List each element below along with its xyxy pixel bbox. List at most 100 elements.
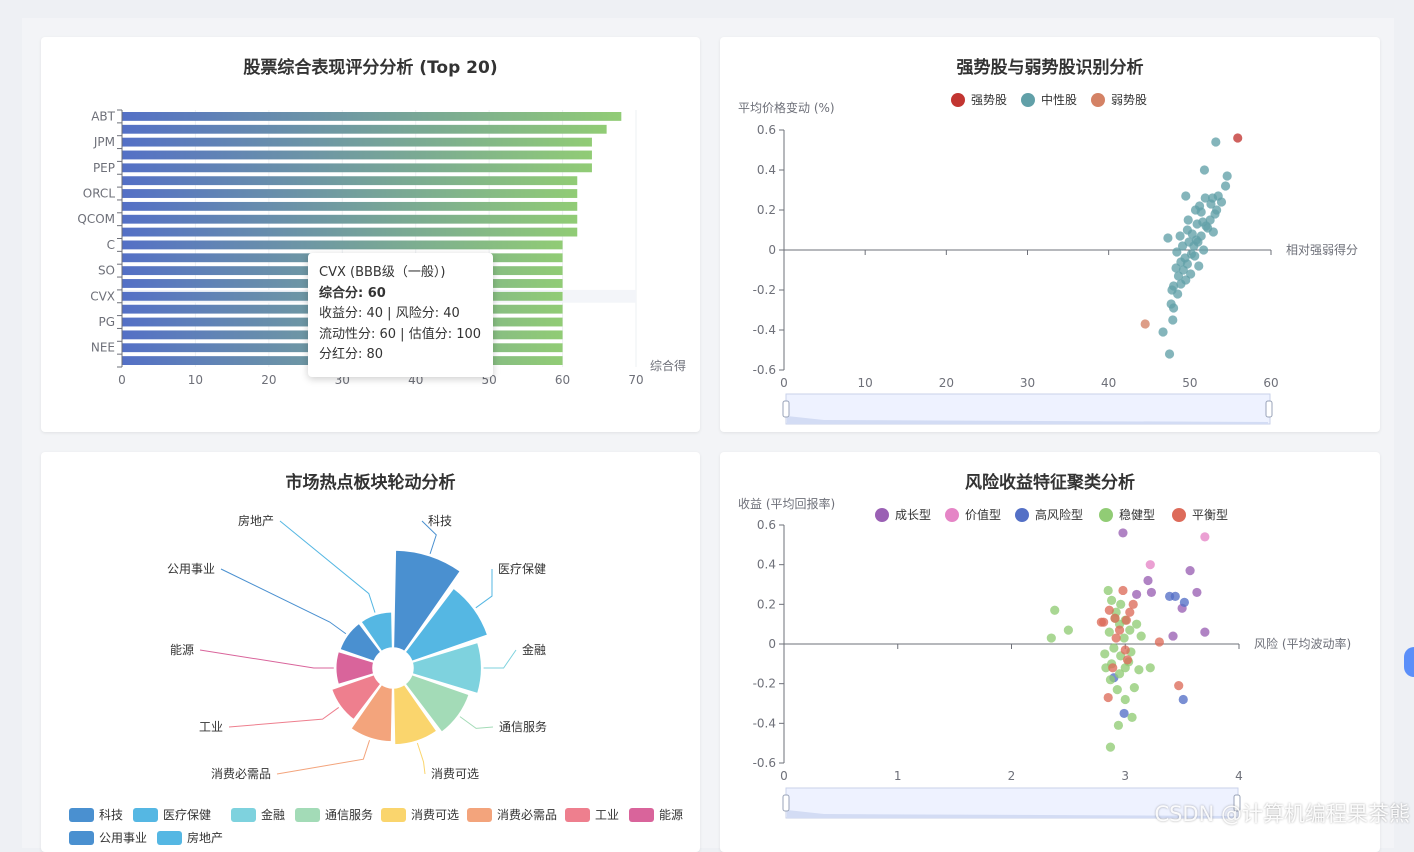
- tooltip-return-risk: 收益分: 40 | 风险分: 40: [319, 306, 460, 322]
- data-point: [1200, 193, 1210, 203]
- slice-label: 房地产: [238, 513, 274, 528]
- rose-slice: [404, 673, 471, 734]
- slice-label: 能源: [170, 643, 194, 657]
- bar: [122, 112, 622, 121]
- y-axis-name: 平均价格变动 (%): [738, 100, 835, 115]
- y-tick-label: 0.4: [757, 163, 776, 177]
- data-point: [1105, 742, 1116, 752]
- legend-label: 房地产: [187, 830, 223, 845]
- legend-marker: [231, 808, 256, 822]
- zoom-slider-track: [785, 393, 1271, 425]
- sector-chart-card: 市场热点板块轮动分析 科技 医疗保健 金融 通信服务 消费可选 消费必需品 工业 能源 公用事业…: [41, 452, 700, 852]
- data-point: [1132, 589, 1142, 600]
- strength-scatter-chart[interactable]: -0.6 -0.4 -0.2 0 0.2 0.4 0.6 0 10 20 30 40 50 60 平均价格变…: [720, 37, 1380, 432]
- legend-label: 金融: [261, 807, 285, 822]
- legend-marker: [69, 808, 94, 822]
- data-point: [1114, 669, 1125, 679]
- data-point: [1212, 205, 1222, 215]
- legend-label: 稳健型: [1119, 507, 1155, 522]
- legend-marker: [875, 508, 889, 522]
- legend-marker: [295, 808, 320, 822]
- y-category-label: SO: [98, 264, 115, 278]
- zoom-slider-preview: [787, 416, 1268, 424]
- data-point: [1201, 221, 1211, 231]
- x-tick-label: 3: [1121, 769, 1129, 783]
- x-tick-label: 0: [780, 769, 788, 783]
- legend-marker: [629, 808, 654, 822]
- legend-marker: [945, 508, 959, 522]
- tooltip-title: CVX (BBB级（一般）): [319, 265, 446, 280]
- x-tick-label: 1: [894, 769, 902, 783]
- data-point: [1222, 171, 1232, 181]
- y-category-label: ABT: [91, 109, 115, 123]
- data-point: [1108, 663, 1118, 673]
- zoom-handle-right: [1265, 400, 1273, 418]
- y-category-label: JPM: [93, 135, 115, 149]
- watermark: CSDN @计算机编程果茶熊: [1154, 802, 1410, 826]
- data-point: [1200, 627, 1210, 637]
- rose-slice: [392, 549, 462, 653]
- slice-label-line: [228, 707, 340, 728]
- data-point: [1113, 720, 1124, 730]
- legend-label: 弱势股: [1111, 93, 1147, 107]
- data-point: [1175, 231, 1185, 241]
- slice-label: 医疗保健: [498, 562, 546, 576]
- bar: [122, 189, 578, 198]
- x-tick-label: 10: [188, 373, 203, 387]
- slice-label-line: [199, 649, 334, 669]
- rose-slice: [404, 587, 489, 663]
- rose-slice: [411, 641, 483, 695]
- data-point: [1125, 625, 1135, 635]
- x-tick-label: 60: [555, 373, 570, 387]
- tooltip-dividend: 分红分: 80: [319, 347, 384, 363]
- y-category-label: PG: [98, 315, 115, 329]
- y-tick-label: 0: [768, 637, 776, 651]
- data-point: [1192, 587, 1202, 598]
- y-tick-label: -0.2: [753, 677, 776, 691]
- legend-label: 消费可选: [411, 808, 459, 822]
- data-point: [1128, 599, 1138, 609]
- legend-marker: [1021, 93, 1035, 107]
- y-tick-label: -0.6: [753, 756, 776, 770]
- y-tick-label: 0.2: [757, 597, 776, 611]
- risk-scatter-chart[interactable]: -0.6 -0.4 -0.2 0 0.2 0.4 0.6 0 1 2 3 4 收益 (平均回报率) 风险 …: [720, 452, 1380, 852]
- data-point: [1181, 191, 1191, 201]
- x-tick-label: 0: [780, 376, 788, 390]
- legend-label: 通信服务: [325, 807, 373, 822]
- legend-label: 成长型: [895, 508, 931, 522]
- zoom-slider-preview: [787, 810, 1236, 818]
- data-point: [1220, 181, 1231, 191]
- x-tick-label: 0: [118, 373, 126, 387]
- x-axis-name: 相对强弱得分: [1286, 242, 1358, 257]
- rose-slice: [330, 673, 382, 721]
- data-point: [1118, 528, 1128, 538]
- y-tick-label: 0.6: [757, 123, 776, 137]
- legend-marker: [1099, 508, 1113, 522]
- data-point: [1129, 683, 1139, 693]
- data-point: [1174, 681, 1184, 691]
- data-point: [1096, 617, 1106, 627]
- slice-label-line: [475, 568, 493, 609]
- y-category-label: C: [107, 238, 115, 252]
- sector-chart-title: 市场热点板块轮动分析: [285, 473, 456, 493]
- x-tick-label: 10: [858, 376, 873, 390]
- data-point: [1170, 591, 1180, 601]
- y-tick-label: 0.4: [757, 558, 776, 572]
- rose-slice: [360, 611, 394, 653]
- side-floating-button[interactable]: [1404, 647, 1414, 677]
- bar: [122, 227, 578, 237]
- data-point: [1168, 315, 1178, 325]
- legend-marker: [951, 93, 965, 107]
- y-tick-label: -0.4: [753, 323, 776, 337]
- tooltip-total-score: 综合分: 60: [319, 285, 386, 301]
- legend-label: 强势股: [971, 93, 1007, 107]
- x-tick-label: 50: [1182, 376, 1197, 390]
- data-point: [1185, 566, 1195, 576]
- tooltip-liquidity-valuation: 流动性分: 60 | 估值分: 100: [319, 326, 482, 342]
- y-axis-name: 收益 (平均回报率): [738, 496, 835, 511]
- legend-marker: [565, 808, 590, 822]
- slice-label-line: [279, 520, 376, 613]
- data-point: [1046, 633, 1056, 643]
- legend-label: 工业: [595, 808, 619, 822]
